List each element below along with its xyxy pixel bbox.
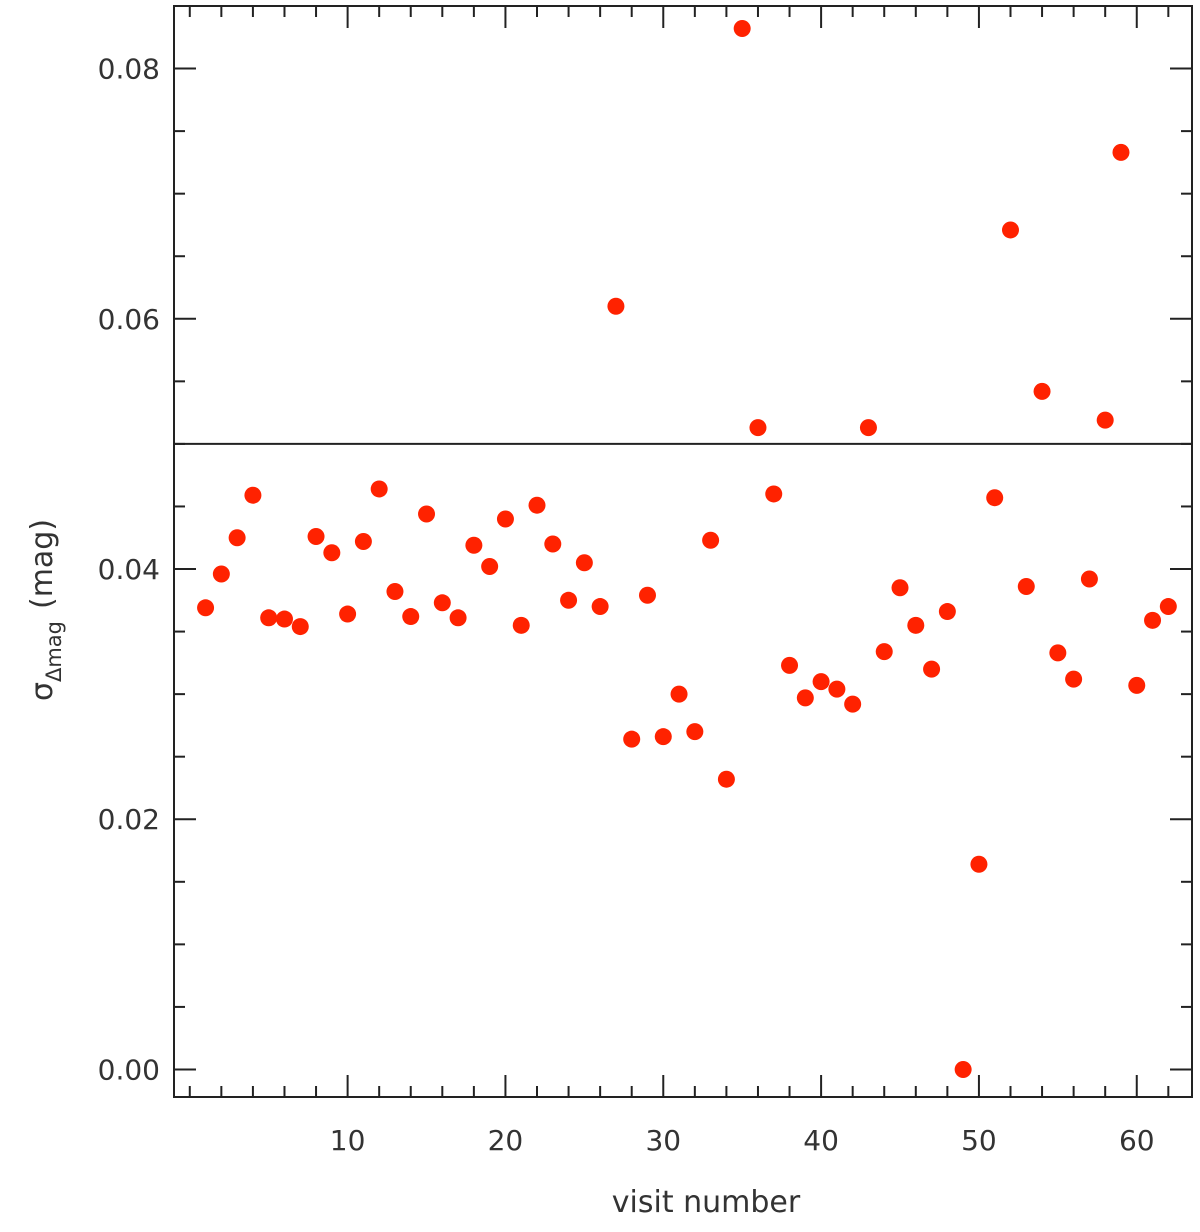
data-point xyxy=(1080,570,1098,588)
data-point xyxy=(733,20,751,38)
data-point xyxy=(1001,221,1019,239)
data-point xyxy=(654,728,672,746)
data-point xyxy=(528,496,546,514)
data-point xyxy=(796,689,814,707)
data-point xyxy=(307,527,325,545)
data-point xyxy=(1128,676,1146,694)
data-point xyxy=(686,723,704,741)
data-point xyxy=(228,529,246,547)
data-point xyxy=(670,685,688,703)
data-point xyxy=(260,609,278,627)
data-point xyxy=(212,565,230,583)
x-tick-label: 30 xyxy=(645,1124,681,1157)
tick-labels: 10 20 30 40 50 60 0.00 0.02 0.04 0.06 0.08 xyxy=(98,53,1155,1157)
data-point xyxy=(244,486,262,504)
y-tick-label: 0.08 xyxy=(98,53,160,86)
y-tick-label: 0.00 xyxy=(98,1053,160,1086)
data-point xyxy=(1112,143,1130,161)
data-point xyxy=(323,544,341,562)
axis-ticks xyxy=(174,5,1192,1097)
data-point xyxy=(828,680,846,698)
x-tick-label: 10 xyxy=(330,1124,366,1157)
data-point xyxy=(702,531,720,549)
data-point xyxy=(1033,382,1051,400)
data-point xyxy=(954,1060,972,1078)
data-point xyxy=(859,419,877,437)
data-point xyxy=(765,485,783,503)
data-point xyxy=(386,583,404,601)
data-point xyxy=(781,656,799,674)
plot-frame xyxy=(173,5,1193,1098)
data-point xyxy=(749,419,767,437)
data-point xyxy=(418,505,436,523)
y-axis-unit: (mag) xyxy=(25,519,60,609)
x-tick-label: 60 xyxy=(1119,1124,1155,1157)
data-point xyxy=(812,673,830,691)
data-point xyxy=(1096,411,1114,429)
data-point xyxy=(496,510,514,528)
plot-border xyxy=(173,5,1193,1098)
data-point xyxy=(370,480,388,498)
data-point xyxy=(1017,578,1035,596)
x-axis-label: visit number xyxy=(612,1185,801,1220)
data-point xyxy=(197,599,215,617)
data-point xyxy=(1049,644,1067,662)
data-point xyxy=(875,643,893,661)
data-point xyxy=(1144,611,1162,629)
data-point xyxy=(623,730,641,748)
y-axis-subscript: Δmag xyxy=(42,621,66,682)
data-point xyxy=(512,616,530,634)
y-tick-label: 0.06 xyxy=(98,303,160,336)
svg-text:σΔmag(mag): σΔmag (mag) xyxy=(25,519,66,701)
data-point xyxy=(891,579,909,597)
y-tick-label: 0.02 xyxy=(98,803,160,836)
data-point xyxy=(575,554,593,572)
data-point xyxy=(339,605,357,623)
data-point xyxy=(544,535,562,553)
data-point xyxy=(291,618,309,636)
data-point xyxy=(717,770,735,788)
data-point xyxy=(1159,598,1177,616)
data-point xyxy=(938,603,956,621)
data-point xyxy=(354,532,372,550)
data-point xyxy=(970,855,988,873)
data-point xyxy=(986,489,1004,507)
x-tick-label: 50 xyxy=(961,1124,997,1157)
data-point xyxy=(907,616,925,634)
data-point xyxy=(481,558,499,576)
data-points xyxy=(197,20,1177,1078)
data-point xyxy=(560,591,578,609)
data-point xyxy=(433,594,451,612)
x-tick-label: 20 xyxy=(488,1124,524,1157)
data-point xyxy=(465,536,483,554)
data-point xyxy=(449,609,467,627)
y-axis-label: σΔmag (mag) xyxy=(25,519,66,701)
data-point xyxy=(607,297,625,315)
x-tick-label: 40 xyxy=(803,1124,839,1157)
y-axis-symbol: σ xyxy=(25,682,60,701)
data-point xyxy=(275,610,293,628)
y-tick-label: 0.04 xyxy=(98,553,160,586)
data-point xyxy=(591,598,609,616)
data-point xyxy=(402,608,420,626)
data-point xyxy=(638,586,656,604)
data-point xyxy=(1065,670,1083,688)
data-point xyxy=(844,695,862,713)
data-point xyxy=(923,660,941,678)
